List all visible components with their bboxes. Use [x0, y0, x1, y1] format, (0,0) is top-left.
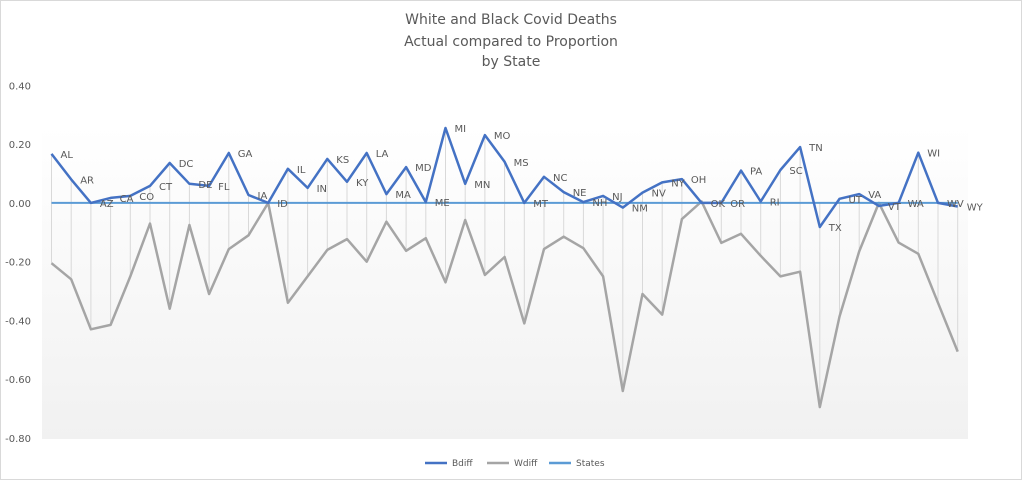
data-label: MS	[514, 158, 529, 169]
data-label: MD	[415, 163, 432, 174]
data-label: ME	[435, 198, 450, 209]
data-label: OK	[711, 199, 726, 210]
data-label: WI	[927, 149, 940, 160]
y-tick-label: 0.20	[9, 140, 31, 151]
chart-title-line-3: by State	[482, 54, 541, 70]
y-tick-label: -0.40	[5, 316, 31, 327]
data-label: SC	[789, 166, 802, 177]
data-label: CT	[159, 182, 173, 193]
data-label: DE	[198, 180, 212, 191]
legend: Bdiff Wdiff States	[425, 459, 605, 469]
y-tick-label: 0.40	[9, 81, 31, 92]
data-label: WY	[967, 202, 984, 213]
data-label: IN	[317, 184, 327, 195]
data-label: MN	[474, 180, 490, 191]
data-label: NJ	[612, 192, 622, 203]
data-label: NY	[671, 178, 685, 189]
data-label: DC	[179, 159, 194, 170]
data-label: MI	[455, 124, 467, 135]
y-tick-label: -0.80	[5, 434, 31, 445]
legend-label-states: States	[576, 459, 605, 469]
data-label: TN	[808, 143, 823, 154]
data-label: WA	[908, 199, 924, 210]
data-label: NE	[573, 188, 587, 199]
data-label: PA	[750, 167, 762, 178]
y-tick-label: -0.60	[5, 375, 31, 386]
chart-title-line-2: Actual compared to Proportion	[404, 34, 618, 50]
data-label: VA	[868, 190, 881, 201]
y-axis: 0.40 0.20 0.00 -0.20 -0.40 -0.60 -0.80	[5, 81, 31, 445]
data-label: NM	[632, 204, 648, 215]
chart-title-line-1: White and Black Covid Deaths	[405, 12, 617, 28]
series-line-wdiff	[50, 200, 959, 409]
data-label: FL	[218, 182, 230, 193]
series-line-bdiff	[50, 126, 958, 229]
data-label: GA	[238, 149, 253, 160]
data-label: MT	[533, 199, 549, 210]
data-label: NH	[592, 198, 607, 209]
data-label: LA	[376, 149, 389, 160]
data-label: OH	[691, 175, 706, 186]
chart-title: White and Black Covid Deaths Actual comp…	[404, 12, 618, 70]
legend-label-bdiff: Bdiff	[452, 459, 473, 469]
data-label: AL	[61, 150, 74, 161]
y-tick-label: -0.20	[5, 258, 31, 269]
data-label: KS	[336, 155, 349, 166]
y-tick-label: 0.00	[9, 199, 31, 210]
data-label: CO	[139, 192, 154, 203]
data-labels: AL AR AZ CA CO CT DC DE FL GA IA ID IL IN KS KY LA MA MD ME…	[61, 124, 984, 234]
series-group	[50, 126, 959, 409]
legend-label-wdiff: Wdiff	[514, 459, 538, 469]
data-label: IL	[297, 165, 306, 176]
data-label: ID	[277, 199, 288, 210]
data-label: KY	[356, 178, 369, 189]
data-label: TX	[828, 223, 842, 234]
data-label: NC	[553, 173, 567, 184]
data-label: RI	[770, 197, 780, 208]
data-label: AZ	[100, 199, 114, 210]
data-label: IA	[258, 191, 268, 202]
data-label: VT	[888, 202, 902, 213]
data-label: OR	[730, 199, 745, 210]
data-label: AR	[80, 175, 94, 186]
data-label: MA	[395, 190, 411, 201]
data-label: NV	[652, 189, 666, 200]
data-label: CA	[120, 194, 134, 205]
data-label: WV	[947, 199, 964, 210]
data-label: UT	[849, 195, 863, 206]
high-low-lines	[51, 128, 959, 408]
data-label: MO	[494, 131, 511, 142]
